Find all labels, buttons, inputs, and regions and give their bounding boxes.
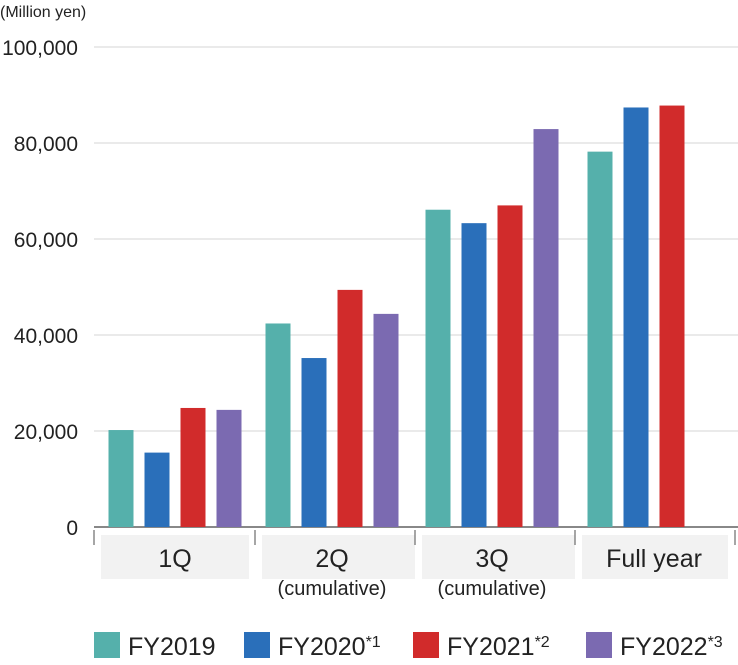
category-sublabel: (cumulative) xyxy=(438,578,547,600)
legend-series-name: FY2020 xyxy=(278,633,366,660)
legend-swatch-fy2022 xyxy=(586,632,612,658)
bar-fy2021 xyxy=(497,205,523,527)
category-label: 1Q xyxy=(158,545,191,573)
legend-footnote-marker: *2 xyxy=(535,634,550,651)
legend-label: FY2019 xyxy=(128,633,216,660)
y-tick-label: 60,000 xyxy=(14,229,78,252)
legend-label: FY2021*2 xyxy=(447,633,550,660)
legend-swatch-fy2021 xyxy=(413,632,439,658)
bar-fy2021 xyxy=(337,289,363,527)
bar-fy2019 xyxy=(587,151,613,527)
category-label: Full year xyxy=(606,545,702,573)
bar-fy2019 xyxy=(265,323,291,527)
category-label-box xyxy=(582,535,728,579)
category-label: 3Q xyxy=(475,545,508,573)
legend-label: FY2022*3 xyxy=(620,633,723,660)
legend-series-name: FY2019 xyxy=(128,633,216,660)
bar-fy2022 xyxy=(533,129,559,527)
legend-label: FY2020*1 xyxy=(278,633,381,660)
bar-fy2019 xyxy=(108,430,134,527)
y-tick-label: 100,000 xyxy=(2,37,78,60)
legend-footnote-marker: *3 xyxy=(708,634,723,651)
legend-series-name: FY2021 xyxy=(447,633,535,660)
bar-fy2022 xyxy=(373,313,399,527)
legend-footnote-marker: *1 xyxy=(366,634,381,651)
legend-swatch-fy2020 xyxy=(244,632,270,658)
y-tick-label: 20,000 xyxy=(14,421,78,444)
bar-fy2020 xyxy=(623,107,649,527)
bar-fy2021 xyxy=(180,407,206,527)
legend-series-name: FY2022 xyxy=(620,633,708,660)
y-tick-label: 40,000 xyxy=(14,325,78,348)
bar-fy2020 xyxy=(461,223,487,527)
y-tick-label: 0 xyxy=(66,517,78,540)
category-sublabel: (cumulative) xyxy=(278,578,387,600)
unit-label: (Million yen) xyxy=(0,4,86,21)
bar-fy2019 xyxy=(425,209,451,527)
bar-fy2021 xyxy=(659,105,685,527)
category-label-box xyxy=(262,535,415,579)
bar-fy2022 xyxy=(216,409,242,527)
category-label-box xyxy=(422,535,575,579)
legend-swatch-fy2019 xyxy=(94,632,120,658)
bar-fy2020 xyxy=(301,358,327,527)
bar-fy2020 xyxy=(144,452,170,527)
category-label: 2Q xyxy=(315,545,348,573)
y-tick-label: 80,000 xyxy=(14,133,78,156)
category-label-box xyxy=(101,535,249,579)
